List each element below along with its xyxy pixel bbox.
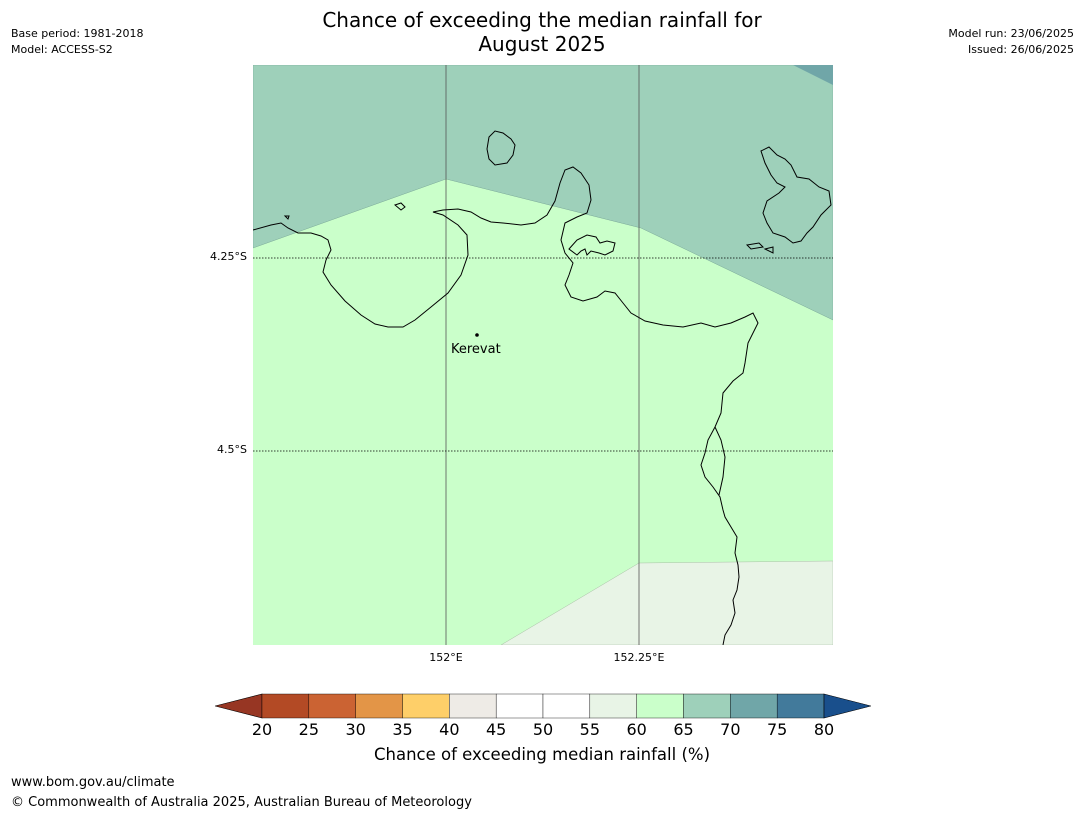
colorbar-extend-high xyxy=(823,693,871,719)
colorbar-tick-25: 25 xyxy=(298,720,319,739)
colorbar-segment-20-25 xyxy=(261,693,310,719)
island-small-west xyxy=(393,202,406,211)
coastlines xyxy=(253,130,832,645)
band-55-60 xyxy=(500,560,833,645)
meta-left: Base period: 1981-2018 Model: ACCESS-S2 xyxy=(11,26,143,58)
colorbar-segment-30-35 xyxy=(355,693,403,719)
place-label-kerevat: Kerevat xyxy=(451,342,501,357)
band-65-70 xyxy=(253,65,833,321)
colorbar-segment-75-80 xyxy=(776,693,825,719)
island-tiny-west xyxy=(283,215,290,220)
map-title: Chance of exceeding the median rainfall … xyxy=(242,8,842,56)
colorbar-segment-60-65 xyxy=(636,693,684,719)
colorbar-tick-30: 30 xyxy=(345,720,366,739)
kerevat-marker xyxy=(475,333,479,337)
colorbar-segment-55-60 xyxy=(589,693,637,719)
title-line-2: August 2025 xyxy=(478,32,606,56)
colorbar-segment-40-45 xyxy=(449,693,497,719)
colorbar-segment-70-75 xyxy=(730,693,778,719)
band-70-75 xyxy=(793,65,833,85)
island-east-small xyxy=(745,242,765,250)
coastline-inlet xyxy=(568,234,616,256)
colorbar-tick-50: 50 xyxy=(532,720,554,739)
colorbar-segment-25-30 xyxy=(308,693,356,719)
island-east-small-2 xyxy=(763,246,774,254)
title-line-1: Chance of exceeding the median rainfall … xyxy=(322,8,762,32)
lon-label-152: 152°E xyxy=(429,651,463,664)
colorbar-segment-50-55 xyxy=(542,693,591,719)
colorbar-extend-low xyxy=(215,693,263,719)
colorbar-tick-80: 80 xyxy=(813,720,835,739)
model-text: Model: ACCESS-S2 xyxy=(11,43,113,56)
colorbar-tick-40: 40 xyxy=(439,720,460,739)
footer-copyright: © Commonwealth of Australia 2025, Austra… xyxy=(11,795,472,810)
colorbar-tick-60: 60 xyxy=(626,720,647,739)
lon-label-152-25: 152.25°E xyxy=(613,651,665,664)
rainfall-map xyxy=(253,65,833,645)
colorbar-tick-45: 45 xyxy=(485,720,507,739)
colorbar-segment-65-70 xyxy=(683,693,731,719)
islands-northeast xyxy=(760,146,832,244)
colorbar-segment-35-40 xyxy=(402,693,450,719)
colorbar-tick-55: 55 xyxy=(579,720,600,739)
footer-url[interactable]: www.bom.gov.au/climate xyxy=(11,775,175,790)
lat-label-4-25: 4.25°S xyxy=(210,250,247,263)
colorbar-tick-70: 70 xyxy=(720,720,741,739)
colorbar-tick-75: 75 xyxy=(766,720,788,739)
island-north xyxy=(486,130,516,166)
colorbar-segment-45-50 xyxy=(495,693,544,719)
coastline-east-lower xyxy=(714,426,726,496)
colorbar-label: Chance of exceeding median rainfall (%) xyxy=(373,745,711,764)
colorbar-tick-35: 35 xyxy=(392,720,413,739)
model-run-text: Model run: 23/06/2025 xyxy=(948,27,1074,40)
lat-label-4-5: 4.5°S xyxy=(217,443,247,456)
colorbar-tick-65: 65 xyxy=(673,720,694,739)
base-period-text: Base period: 1981-2018 xyxy=(11,27,144,40)
coastline-main xyxy=(253,166,759,645)
meta-right: Model run: 23/06/2025 Issued: 26/06/2025 xyxy=(948,26,1074,58)
issued-text: Issued: 26/06/2025 xyxy=(967,43,1074,56)
legend-colorbar xyxy=(215,693,871,719)
colorbar-tick-20: 20 xyxy=(251,720,273,739)
